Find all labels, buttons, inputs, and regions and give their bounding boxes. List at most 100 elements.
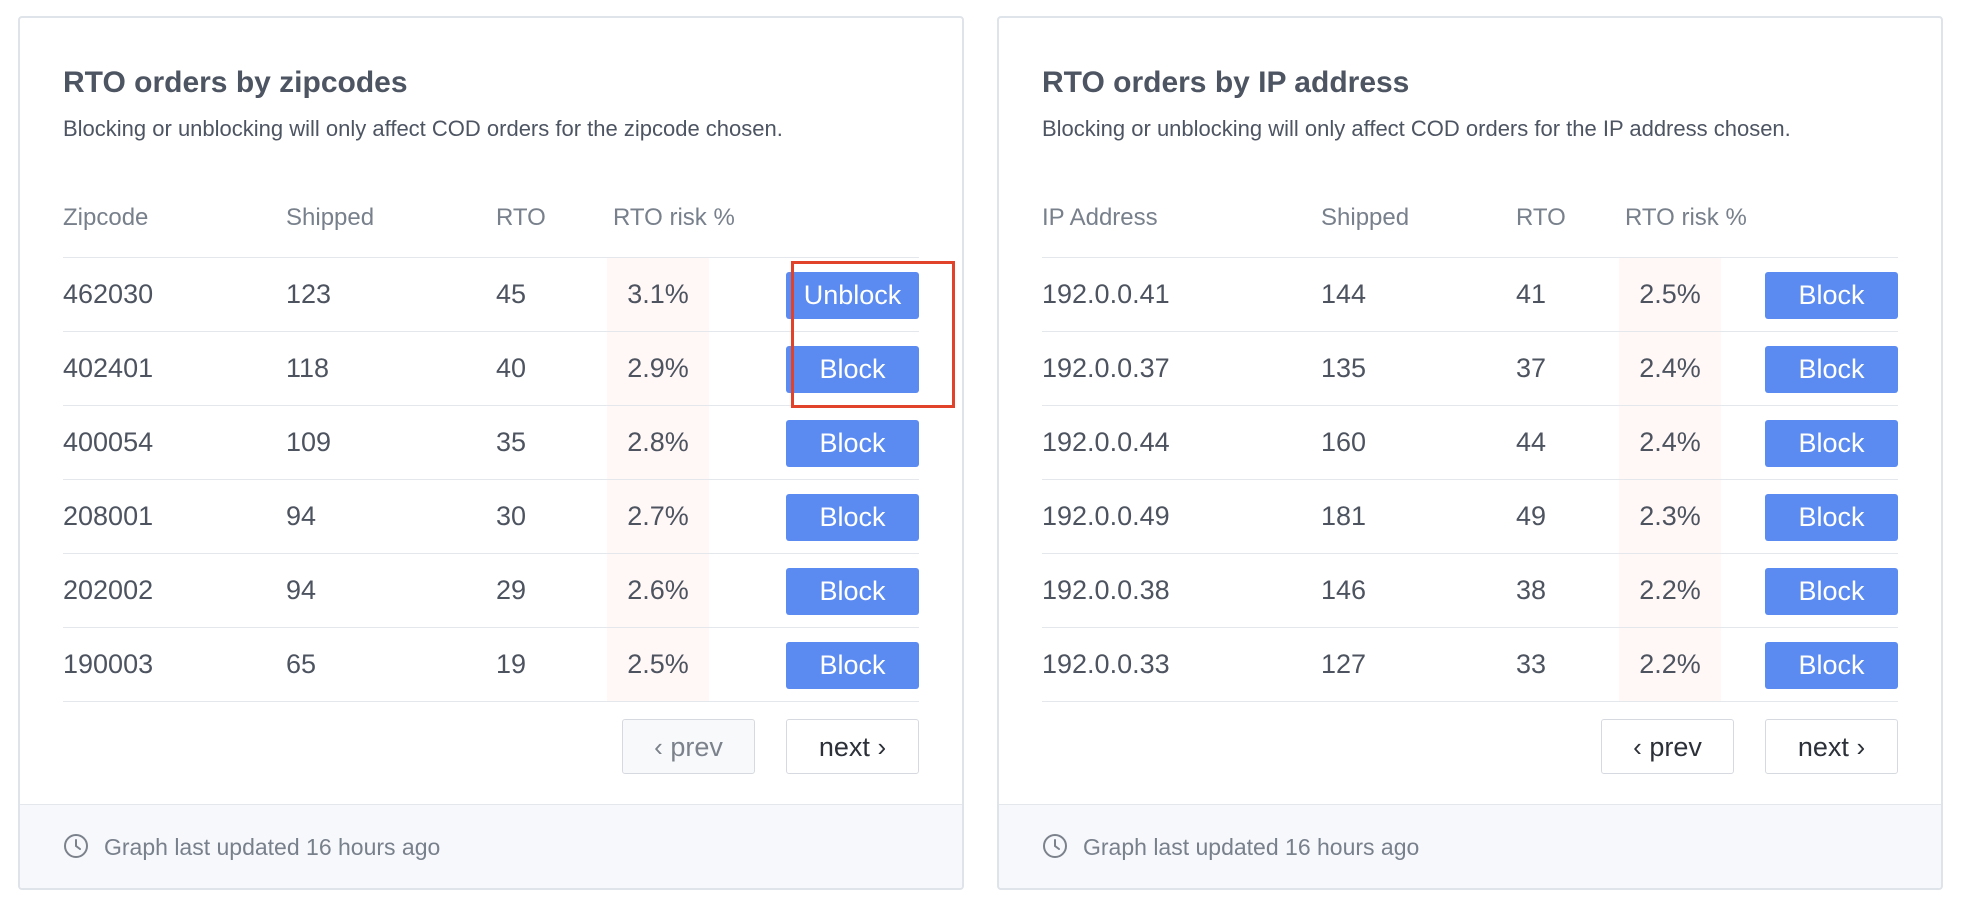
last-updated-text: Graph last updated 16 hours ago xyxy=(1083,834,1420,860)
risk-cell-background xyxy=(607,332,709,405)
rto-risk-value: 2.2% xyxy=(1639,649,1701,679)
prev-label: prev xyxy=(1649,731,1702,762)
row-key: 202002 xyxy=(63,575,154,605)
table-body: 192.0.0.41 144 41 2.5% Block 192.0.0.37 135 37 2… xyxy=(1042,258,1898,702)
table-row: 192.0.0.44 160 44 2.4% Block xyxy=(1042,406,1898,480)
clock-icon xyxy=(1043,834,1067,858)
rto-risk-value: 3.1% xyxy=(627,279,689,309)
risk-cell-background xyxy=(607,258,709,331)
card-subtitle: Blocking or unblocking will only affect … xyxy=(1042,116,1791,141)
shipped-value: 160 xyxy=(1321,427,1367,457)
block-button[interactable]: Block xyxy=(1765,642,1898,689)
block-button[interactable]: Block xyxy=(1765,420,1898,467)
rto-value: 44 xyxy=(1516,427,1547,457)
rto-value: 37 xyxy=(1516,353,1547,383)
rto-risk-value: 2.4% xyxy=(1639,427,1701,457)
risk-cell-background xyxy=(607,628,709,701)
row-key: 192.0.0.38 xyxy=(1042,575,1170,605)
clock-icon xyxy=(64,834,88,858)
ip-table: IP Address Shipped RTO RTO risk % 192.0.… xyxy=(1042,180,1898,702)
row-key: 400054 xyxy=(63,427,154,457)
rto-value: 45 xyxy=(496,279,527,309)
shipped-value: 123 xyxy=(286,279,332,309)
column-header-ip-address: IP Address xyxy=(1042,204,1158,231)
risk-cell-background xyxy=(607,480,709,553)
rto-value: 38 xyxy=(1516,575,1547,605)
risk-cell-background xyxy=(1619,628,1721,701)
table-row: 400054 109 35 2.8% Block xyxy=(63,406,919,480)
rto-value: 33 xyxy=(1516,649,1547,679)
card-title: RTO orders by IP address xyxy=(1042,66,1410,99)
prev-label: prev xyxy=(670,731,723,762)
row-key: 192.0.0.44 xyxy=(1042,427,1170,457)
table-body: 462030 123 45 3.1% Unblock 402401 118 40 2.9% Blo… xyxy=(63,258,919,702)
row-key: 192.0.0.37 xyxy=(1042,353,1170,383)
block-button[interactable]: Block xyxy=(786,420,919,467)
risk-cell-background xyxy=(1619,554,1721,627)
risk-cell-background xyxy=(607,406,709,479)
table-row: 202002 94 29 2.6% Block xyxy=(63,554,919,628)
block-button[interactable]: Block xyxy=(1765,568,1898,615)
risk-cell-background xyxy=(607,554,709,627)
shipped-value: 109 xyxy=(286,427,332,457)
column-header-rto: RTO xyxy=(1516,204,1566,231)
table-row: 192.0.0.38 146 38 2.2% Block xyxy=(1042,554,1898,628)
block-button[interactable]: Block xyxy=(786,642,919,689)
row-key: 192.0.0.41 xyxy=(1042,279,1170,309)
block-button[interactable]: Block xyxy=(1765,346,1898,393)
rto-risk-value: 2.7% xyxy=(627,501,689,531)
prev-button[interactable]: ‹ prev xyxy=(622,719,755,774)
unblock-button[interactable]: Unblock xyxy=(786,272,919,319)
column-header-zipcode: Zipcode xyxy=(63,204,149,231)
last-updated-text: Graph last updated 16 hours ago xyxy=(104,834,441,860)
card-footer: Graph last updated 16 hours ago xyxy=(999,804,1941,888)
next-button[interactable]: next › xyxy=(786,719,919,774)
shipped-value: 135 xyxy=(1321,353,1367,383)
chevron-left-icon: ‹ xyxy=(654,731,663,762)
shipped-value: 65 xyxy=(286,649,317,679)
row-key: 462030 xyxy=(63,279,154,309)
table-row: 192.0.0.37 135 37 2.4% Block xyxy=(1042,332,1898,406)
column-header-shipped: Shipped xyxy=(1321,204,1410,231)
table-header: Zipcode Shipped RTO RTO risk % xyxy=(63,180,919,258)
column-header-rto-risk: RTO risk % xyxy=(613,204,735,231)
block-button[interactable]: Block xyxy=(1765,494,1898,541)
ip-rto-card: RTO orders by IP address Blocking or unb… xyxy=(997,16,1943,890)
shipped-value: 181 xyxy=(1321,501,1367,531)
table-header: IP Address Shipped RTO RTO risk % xyxy=(1042,180,1898,258)
card-subtitle: Blocking or unblocking will only affect … xyxy=(63,116,783,141)
rto-risk-value: 2.9% xyxy=(627,353,689,383)
row-key: 402401 xyxy=(63,353,154,383)
block-button[interactable]: Block xyxy=(786,494,919,541)
rto-risk-value: 2.4% xyxy=(1639,353,1701,383)
zipcode-rto-card: RTO orders by zipcodes Blocking or unblo… xyxy=(18,16,964,890)
rto-value: 30 xyxy=(496,501,527,531)
row-key: 208001 xyxy=(63,501,154,531)
next-button[interactable]: next › xyxy=(1765,719,1898,774)
next-label: next xyxy=(1797,731,1849,762)
block-button[interactable]: Block xyxy=(786,568,919,615)
rto-value: 41 xyxy=(1516,279,1547,309)
zipcode-table: Zipcode Shipped RTO RTO risk % 462030 123… xyxy=(63,180,919,702)
shipped-value: 94 xyxy=(286,575,317,605)
block-button[interactable]: Block xyxy=(786,346,919,393)
next-label: next xyxy=(818,731,870,762)
prev-button[interactable]: ‹ prev xyxy=(1601,719,1734,774)
block-button[interactable]: Block xyxy=(1765,272,1898,319)
column-header-rto: RTO xyxy=(496,204,546,231)
table-row: 190003 65 19 2.5% Block xyxy=(63,628,919,702)
chevron-right-icon: › xyxy=(877,731,887,762)
shipped-value: 94 xyxy=(286,501,317,531)
rto-risk-value: 2.5% xyxy=(627,649,689,679)
card-title: RTO orders by zipcodes xyxy=(63,66,408,99)
risk-cell-background xyxy=(1619,406,1721,479)
chevron-left-icon: ‹ xyxy=(1633,731,1642,762)
rto-value: 19 xyxy=(496,649,527,679)
table-row: 192.0.0.49 181 49 2.3% Block xyxy=(1042,480,1898,554)
chevron-right-icon: › xyxy=(1856,731,1866,762)
rto-risk-value: 2.5% xyxy=(1639,279,1701,309)
table-row: 402401 118 40 2.9% Block xyxy=(63,332,919,406)
shipped-value: 144 xyxy=(1321,279,1367,309)
rto-risk-value: 2.6% xyxy=(627,575,689,605)
rto-value: 40 xyxy=(496,353,527,383)
